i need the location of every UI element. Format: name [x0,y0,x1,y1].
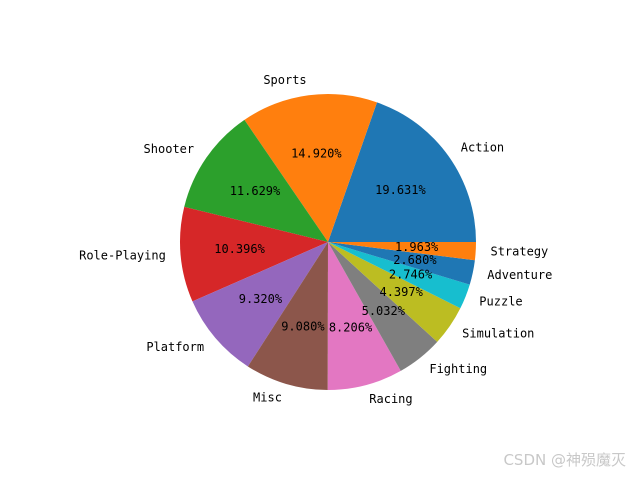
pie-slice-platform [192,242,328,367]
category-label-simulation: Simulation [462,327,534,341]
category-label-adventure: Adventure [487,268,552,282]
pie-category-labels: Action Sports Shooter Role-Playing Platform M… [79,73,552,406]
percent-label-simulation: 4.397% [379,285,423,299]
pie-slice-puzzle [328,242,470,309]
percent-label-puzzle: 2.746% [389,267,433,281]
percent-label-sports: 14.920% [291,146,342,160]
pie-slice-shooter [184,119,328,242]
category-label-platform: Platform [146,340,204,354]
percent-label-fighting: 5.032% [362,304,406,318]
percent-label-strategy: 1.963% [395,240,439,254]
percent-label-role-playing: 10.396% [214,242,265,256]
category-label-fighting: Fighting [429,362,487,376]
percent-label-adventure: 2.680% [393,253,437,267]
pie-slice-misc [247,242,328,390]
percent-label-action: 19.631% [375,183,426,197]
category-label-puzzle: Puzzle [479,295,522,309]
percent-label-shooter: 11.629% [230,184,281,198]
watermark: CSDN @神殒魔灭 [503,451,626,469]
pie-slice-strategy [328,242,476,261]
percent-label-misc: 9.080% [281,320,325,334]
pie-slice-simulation [328,242,461,342]
pie-slices [180,94,476,390]
pie-slice-fighting [328,242,438,371]
pie-slice-role-playing [180,206,328,302]
pie-slice-sports [244,94,377,243]
category-label-action: Action [461,140,504,154]
category-label-misc: Misc [253,391,282,405]
category-label-role-playing: Role-Playing [79,249,166,263]
pie-slice-racing [327,242,401,390]
pie-percent-labels: 19.631% 14.920% 11.629% 10.396% 9.320% 9.080%… [214,146,439,334]
category-label-strategy: Strategy [490,245,548,259]
category-label-shooter: Shooter [144,142,195,156]
category-label-racing: Racing [369,392,412,406]
percent-label-platform: 9.320% [239,292,283,306]
pie-slice-action [328,102,476,242]
category-label-sports: Sports [263,73,306,87]
pie-slice-adventure [328,242,475,285]
percent-label-racing: 8.206% [329,320,373,334]
